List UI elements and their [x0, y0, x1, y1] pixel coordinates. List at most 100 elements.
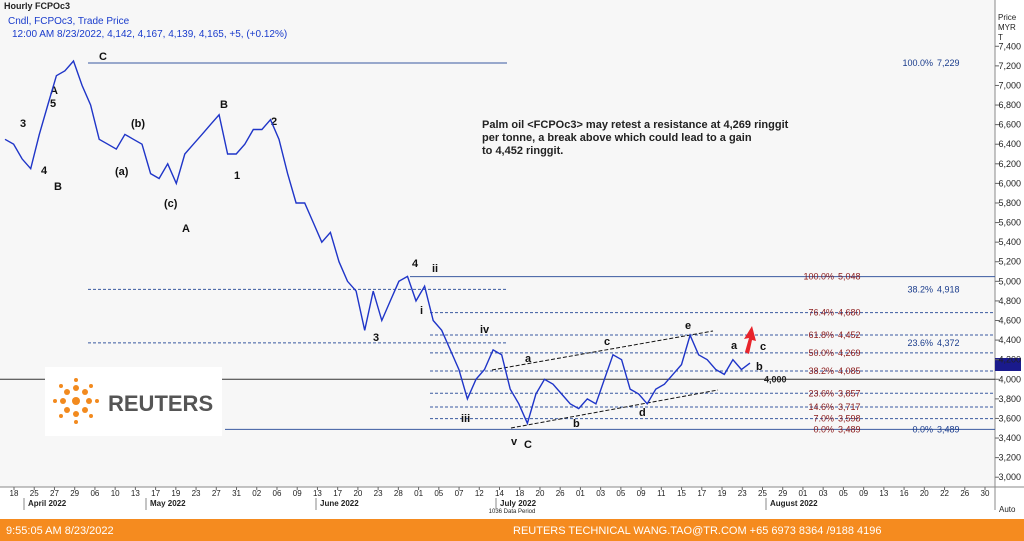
x-tick-label: 23	[738, 489, 747, 498]
wave-label: ii	[432, 263, 438, 275]
x-tick-label: 13	[879, 489, 888, 498]
x-tick-label: 05	[434, 489, 443, 498]
wave-label: 5	[50, 98, 56, 110]
y-tick-label: 5,600	[998, 218, 1021, 228]
logo-text: REUTERS	[108, 391, 213, 416]
x-tick-label: 27	[50, 489, 59, 498]
x-tick-label: 28	[394, 489, 403, 498]
fib-value: 4,452	[838, 330, 861, 340]
x-tick-label: 23	[192, 489, 201, 498]
month-label: July 2022	[500, 499, 537, 508]
arrow	[744, 326, 756, 354]
price-tag	[995, 358, 1021, 371]
quote: 12:00 AM 8/23/2022, 4,142, 4,167, 4,139,…	[12, 29, 287, 40]
channel-line	[491, 330, 714, 371]
x-tick-label: 23	[374, 489, 383, 498]
x-tick-label: 14	[495, 489, 504, 498]
y-tick-label: 3,400	[998, 433, 1021, 443]
wave-label: a	[731, 340, 738, 352]
y-tick-label: 3,800	[998, 394, 1021, 404]
wave-label: b	[756, 361, 763, 373]
series-name: Cndl, FCPOc3, Trade Price	[8, 16, 130, 27]
annotation: Palm oil <FCPOc3> may retest a resistanc…	[482, 119, 789, 131]
axis-title: MYR	[998, 23, 1016, 32]
wave-label: 2	[271, 116, 277, 128]
wave-label: i	[420, 305, 423, 317]
x-tick-label: 18	[10, 489, 19, 498]
y-tick-label: 6,600	[998, 120, 1021, 130]
month-label: May 2022	[150, 499, 186, 508]
y-tick-label: 4,800	[998, 296, 1021, 306]
x-tick-label: 18	[515, 489, 524, 498]
wave-label: 3	[373, 332, 379, 344]
wave-label: iii	[461, 413, 470, 425]
logo-mark	[53, 378, 99, 424]
x-tick-label: 05	[616, 489, 625, 498]
x-tick-label: 06	[90, 489, 99, 498]
month-label: April 2022	[28, 499, 67, 508]
x-tick-label: 16	[900, 489, 909, 498]
y-tick-label: 7,200	[998, 61, 1021, 71]
fib-pct: 76.4%	[808, 308, 834, 318]
x-tick-label: 19	[171, 489, 180, 498]
y-tick-label: 4,400	[998, 335, 1021, 345]
wave-label: c	[604, 336, 610, 348]
axis-title: T	[998, 33, 1003, 42]
fib-value: 3,717	[838, 402, 861, 412]
fib-value: 3,489	[937, 424, 960, 434]
wave-label: iv	[480, 324, 490, 336]
annotation: per tonne, a break above which could lea…	[482, 132, 752, 144]
x-tick-label: 15	[677, 489, 686, 498]
y-tick-label: 4,000	[998, 374, 1021, 384]
x-tick-label: 11	[657, 489, 666, 498]
fib-value: 5,048	[838, 272, 861, 282]
month-label: June 2022	[320, 499, 359, 508]
wave-label: 4	[412, 258, 419, 270]
x-tick-label: 17	[151, 489, 160, 498]
y-tick-label: 5,000	[998, 276, 1021, 286]
x-tick-label: 01	[798, 489, 807, 498]
x-tick-label: 13	[131, 489, 140, 498]
x-tick-label: 20	[536, 489, 545, 498]
fib-value: 4,085	[838, 366, 861, 376]
fib-pct: 38.2%	[907, 284, 933, 294]
y-tick-label: 6,400	[998, 139, 1021, 149]
x-tick-label: 02	[252, 489, 261, 498]
wave-label: (c)	[164, 198, 178, 210]
y-tick-label: 5,400	[998, 237, 1021, 247]
y-tick-label: 3,200	[998, 453, 1021, 463]
wave-label: v	[511, 436, 518, 448]
fib-value: 4,918	[937, 284, 960, 294]
y-tick-label: 7,400	[998, 41, 1021, 51]
price-line	[4, 59, 751, 426]
fib-value: 4,680	[838, 308, 861, 318]
data-period: 1036 Data Period	[489, 509, 536, 515]
x-tick-label: 05	[839, 489, 848, 498]
annotation: to 4,452 ringgit.	[482, 145, 563, 157]
fib-pct: 0.0%	[912, 424, 933, 434]
wave-label: 3	[20, 118, 26, 130]
month-label: August 2022	[770, 499, 818, 508]
wave-label: B	[220, 99, 228, 111]
wave-label: 4	[41, 165, 48, 177]
x-tick-label: 17	[333, 489, 342, 498]
x-tick-label: 12	[475, 489, 484, 498]
x-tick-label: 07	[455, 489, 464, 498]
wave-label: b	[573, 418, 580, 430]
x-tick-label: 27	[212, 489, 221, 498]
wave-label: a	[525, 353, 532, 365]
auto-label: Auto	[999, 505, 1016, 514]
wave-label: C	[524, 439, 532, 451]
x-tick-label: 17	[697, 489, 706, 498]
channel-line	[510, 389, 719, 429]
wave-label: B	[54, 181, 62, 193]
x-tick-label: 13	[313, 489, 322, 498]
x-tick-label: 29	[70, 489, 79, 498]
level-label: 4,000	[764, 374, 787, 384]
fib-pct: 50.0%	[808, 348, 834, 358]
fib-value: 3,857	[838, 388, 861, 398]
x-tick-label: 25	[758, 489, 767, 498]
footer-bar	[0, 519, 1024, 541]
y-tick-label: 3,600	[998, 413, 1021, 423]
wave-label: d	[639, 407, 646, 419]
